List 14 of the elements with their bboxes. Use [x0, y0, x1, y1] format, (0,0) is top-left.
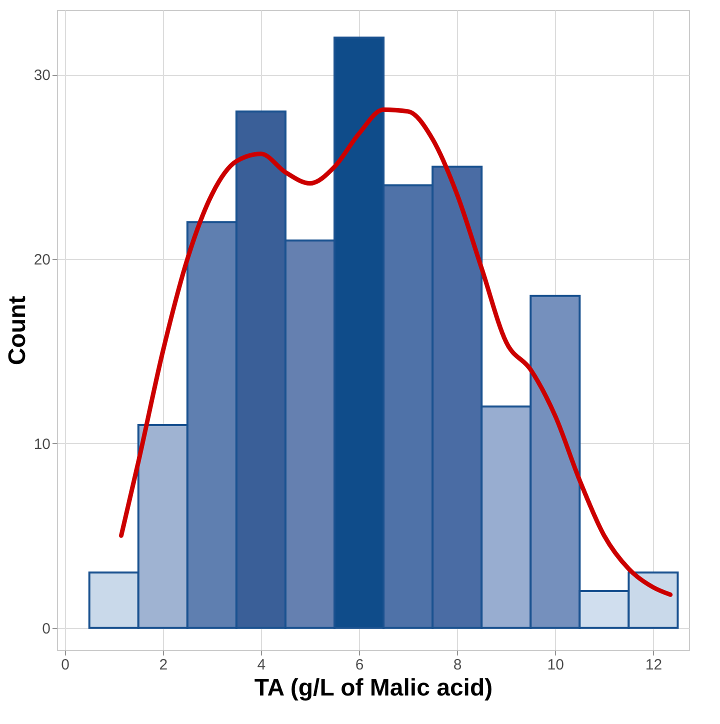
y-axis-title: Count: [4, 296, 31, 366]
y-tick-label: 10: [34, 436, 50, 453]
x-tick-label: 8: [453, 656, 462, 674]
line-series: [118, 107, 673, 597]
x-tick-label: 4: [257, 656, 266, 674]
x-tick-label: 2: [159, 656, 168, 674]
x-tick-label: 0: [61, 656, 70, 674]
y-tick-label: 0: [42, 620, 50, 638]
x-tick-label: 10: [547, 656, 564, 674]
y-tick-label: 20: [34, 251, 50, 268]
y-tick-label: 30: [34, 67, 50, 84]
x-tick-label: 6: [355, 656, 364, 674]
x-axis-title: TA (g/L of Malic acid): [254, 674, 493, 702]
x-tick-label: 12: [645, 656, 662, 674]
